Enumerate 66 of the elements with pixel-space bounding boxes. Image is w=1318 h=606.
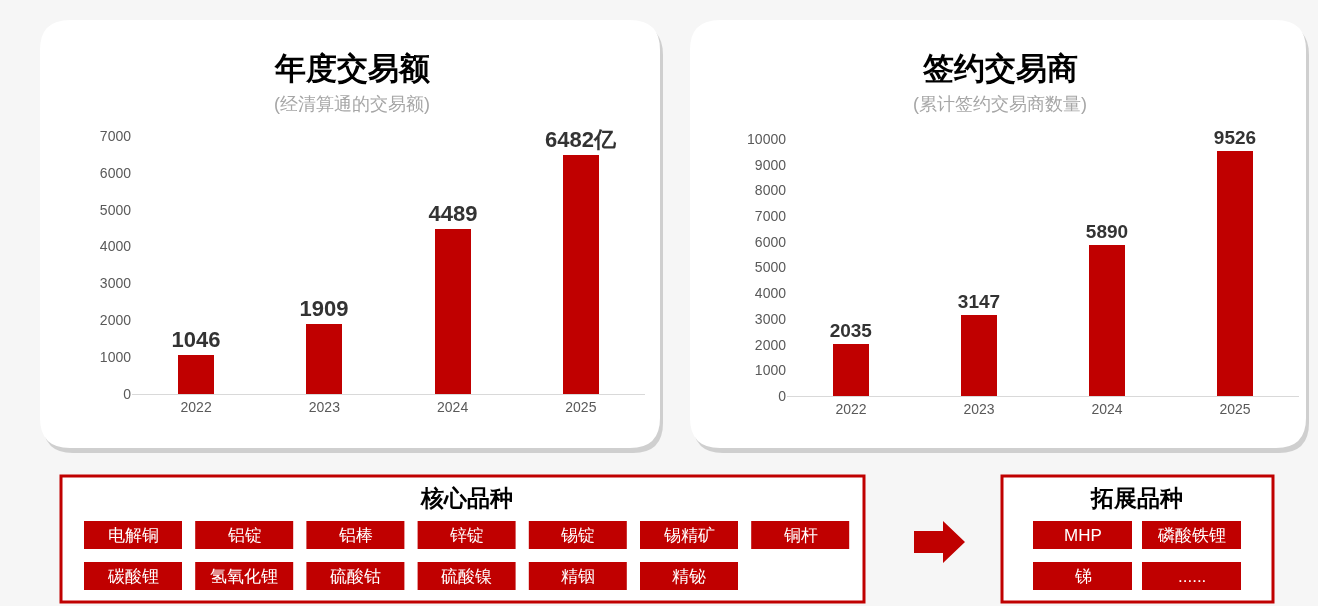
y-tick-label: 9000 [754, 156, 787, 173]
text: 锌锭 [449, 526, 484, 545]
text: 氢氧化锂 [210, 567, 278, 586]
bar [178, 355, 214, 394]
text: 硫酸镍 [441, 567, 492, 586]
x-tick-label: 2024 [437, 398, 469, 415]
data-label: 3147 [957, 291, 1001, 312]
chart-subtitle: (累计签约交易商数量) [913, 94, 1087, 114]
text: 铝锭 [227, 526, 262, 545]
text: 硫酸钴 [330, 567, 381, 586]
bar [1089, 245, 1125, 396]
bar [435, 229, 471, 394]
text: 铝棒 [338, 526, 373, 545]
data-label: 1909 [299, 296, 349, 321]
text: 锑 [1074, 567, 1092, 586]
chart-title: 签约交易商 [922, 51, 1078, 86]
y-tick-label: 7000 [754, 208, 787, 224]
y-tick-label: 5000 [99, 201, 132, 218]
y-tick-label: 3000 [754, 310, 787, 327]
y-tick-label: 6000 [754, 233, 787, 250]
x-tick-label: 2022 [180, 398, 212, 415]
x-tick-label: 2023 [308, 398, 341, 415]
y-tick-label: 4000 [99, 238, 132, 255]
data-label: 2035 [829, 320, 873, 341]
x-tick-label: 2025 [1219, 400, 1251, 417]
text: 铜杆 [783, 526, 818, 545]
y-tick-label: 0 [778, 387, 787, 404]
y-tick-label: 6000 [99, 164, 132, 181]
text: 核心品种 [420, 485, 513, 511]
x-tick-label: 2025 [565, 398, 597, 415]
chart-subtitle: (经清算通的交易额) [274, 94, 430, 114]
y-tick-label: 10000 [747, 130, 787, 147]
data-label: 1046 [171, 327, 221, 352]
y-tick-label: 7000 [99, 127, 132, 144]
y-tick-label: 4000 [754, 285, 787, 302]
data-label: 9526 [1213, 127, 1257, 148]
x-tick-label: 2023 [963, 400, 995, 417]
text: 拓展品种 [1090, 485, 1183, 511]
text: ...... [1178, 567, 1207, 586]
text: 电解铜 [108, 526, 159, 545]
y-tick-label: 8000 [754, 182, 787, 199]
data-label: 4489 [428, 201, 478, 226]
text: 锡锭 [560, 526, 595, 545]
text: 精铋 [672, 567, 706, 586]
text: 锡精矿 [663, 526, 715, 545]
y-tick-label: 2000 [99, 312, 132, 329]
y-tick-label: 5000 [754, 259, 787, 276]
text: 磷酸铁锂 [1157, 526, 1226, 545]
y-tick-label: 1000 [99, 349, 132, 366]
data-label: 5890 [1085, 221, 1129, 242]
y-tick-label: 0 [123, 385, 132, 402]
y-tick-label: 3000 [99, 275, 132, 292]
y-tick-label: 1000 [754, 362, 787, 379]
text: 精铟 [561, 567, 595, 586]
bar [306, 324, 342, 394]
text: MHP [1064, 526, 1102, 545]
chart-title: 年度交易额 [274, 51, 430, 86]
bar [1217, 151, 1253, 396]
x-tick-label: 2022 [835, 400, 867, 417]
data-label: 6482亿 [545, 127, 617, 152]
bar [833, 344, 869, 396]
bar [961, 315, 997, 396]
bar [563, 155, 599, 394]
x-tick-label: 2024 [1091, 400, 1123, 417]
text: 碳酸锂 [107, 567, 159, 586]
y-tick-label: 2000 [754, 336, 787, 353]
